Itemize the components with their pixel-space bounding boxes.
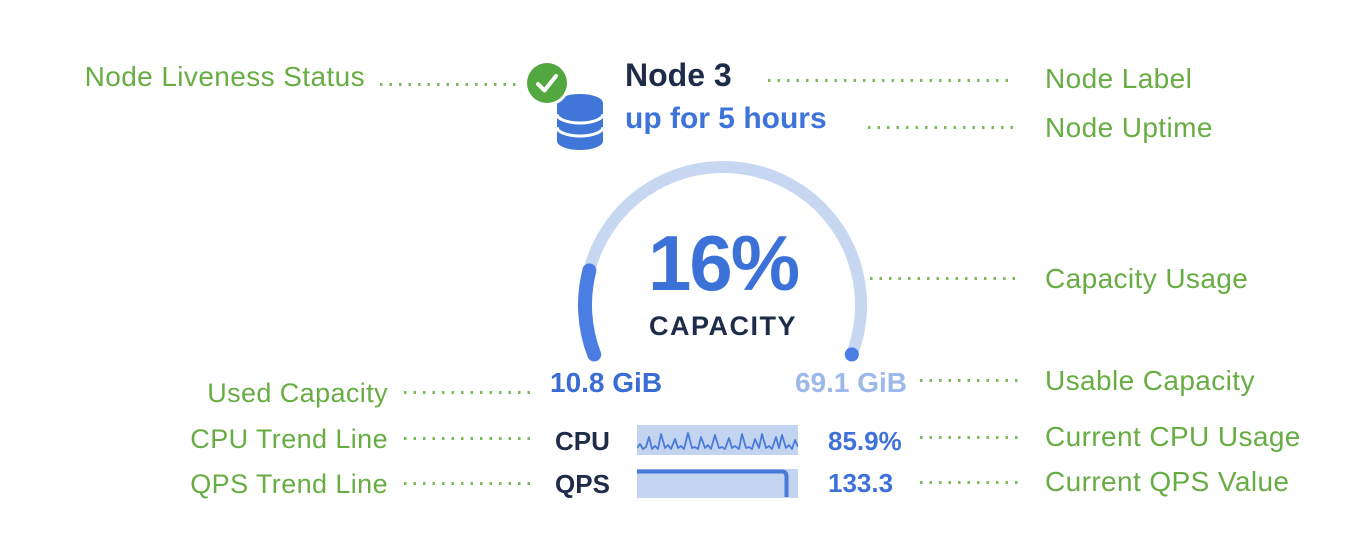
leader-line-node-uptime — [868, 126, 1015, 129]
leader-line-cpu-trend — [404, 437, 530, 440]
leader-line-capacity-usage — [870, 277, 1018, 280]
cpu-trend-sparkline — [637, 425, 798, 455]
annotation-usable-capacity: Usable Capacity — [1045, 365, 1255, 396]
leader-line-used-capacity — [404, 391, 530, 394]
capacity-gauge — [578, 160, 868, 362]
annotation-node-label: Node Label — [1045, 63, 1193, 94]
annotation-used-capacity: Used Capacity — [207, 378, 388, 408]
leader-line-current-qps — [920, 481, 1018, 484]
qps-current-value: 133.3 — [828, 468, 894, 498]
leader-line-current-cpu — [920, 436, 1018, 439]
usable-capacity-value: 69.1 GiB — [794, 367, 907, 398]
annotation-node-uptime: Node Uptime — [1045, 112, 1213, 143]
liveness-check-icon — [527, 63, 567, 103]
annotation-node-liveness-status: Node Liveness Status — [84, 61, 365, 92]
qps-trend-sparkline — [637, 469, 798, 498]
leader-line-qps-trend — [404, 482, 530, 485]
capacity-caption: CAPACITY — [648, 311, 797, 341]
gauge-fill — [578, 160, 868, 362]
leader-line-liveness — [380, 83, 522, 86]
used-capacity-value: 10.8 GiB — [550, 367, 663, 398]
annotation-cpu-trend-line: CPU Trend Line — [190, 424, 388, 454]
leader-line-node-label — [768, 79, 1015, 82]
node-label: Node 3 — [625, 57, 732, 93]
node-uptime: up for 5 hours — [625, 102, 827, 135]
annotation-current-cpu-usage: Current CPU Usage — [1045, 421, 1301, 452]
database-icon — [555, 94, 605, 150]
cpu-current-value: 85.9% — [828, 426, 902, 456]
qps-metric-label: QPS — [555, 469, 610, 499]
leader-line-usable-capacity — [920, 379, 1018, 382]
annotation-current-qps-value: Current QPS Value — [1045, 466, 1290, 497]
capacity-usage-percent: 16% — [647, 219, 800, 307]
annotation-capacity-usage: Capacity Usage — [1045, 263, 1249, 294]
cpu-metric-label: CPU — [555, 426, 610, 456]
annotation-qps-trend-line: QPS Trend Line — [190, 469, 388, 499]
